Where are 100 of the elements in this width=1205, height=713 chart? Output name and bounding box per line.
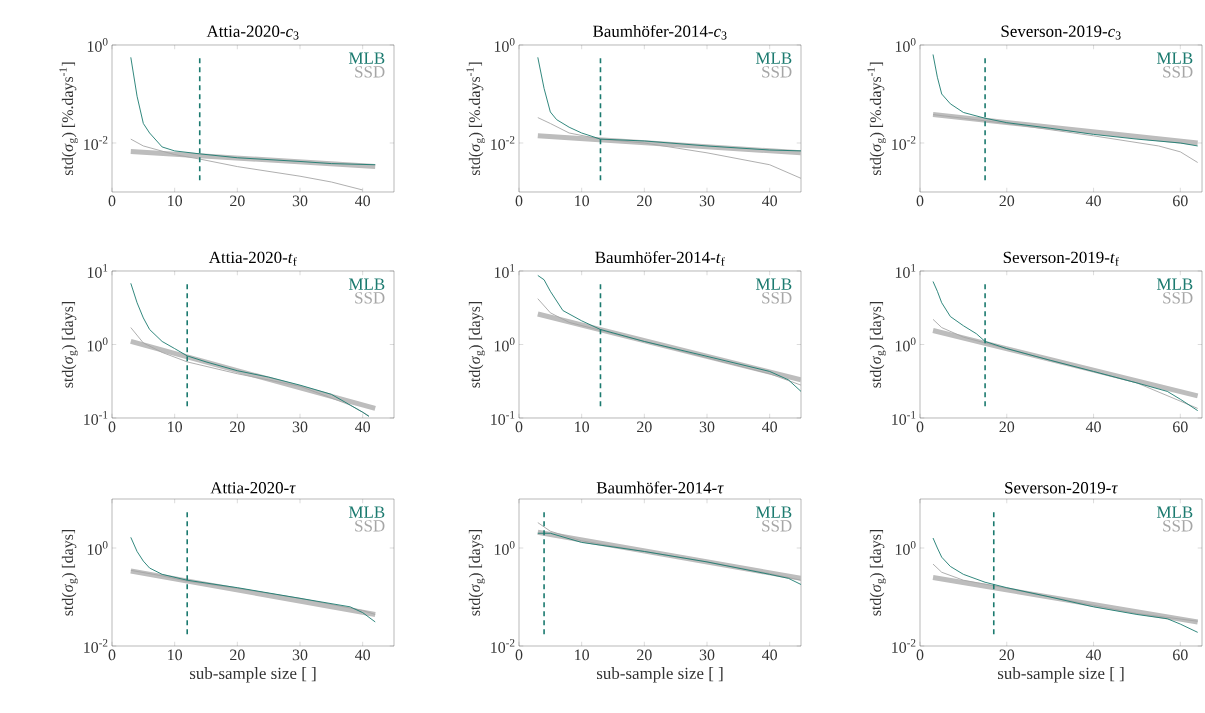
text: MLB: [1156, 506, 1193, 518]
chart-title: Baumhöfer-2014-t$_{f}$: [595, 251, 725, 266]
y-tick-label: 10$^{-1}$: [84, 411, 108, 425]
y-tick-label: 10$^{0}$: [87, 337, 108, 352]
chart-title: Severson-2019-t$_{f}$: [1003, 251, 1119, 266]
x-tick-label: 20: [637, 195, 652, 207]
y-tick-label: 10$^{1}$: [494, 264, 515, 278]
x-axis-title: sub-sample size [ ]: [596, 667, 723, 683]
x-tick-label: 20: [999, 649, 1015, 661]
text: SSD: [355, 520, 385, 532]
text: MLB: [348, 278, 385, 290]
text: SSD: [355, 292, 385, 304]
x-tick-label: 10: [575, 195, 590, 207]
y-tick-label: 10$^{-2}$: [892, 639, 916, 653]
y-tick-label: 10$^{0}$: [87, 38, 108, 52]
x-tick-label: 20: [999, 195, 1015, 207]
text: SSD: [762, 66, 792, 78]
y-tick-label: 10$^{-2}$: [84, 639, 108, 653]
y-tick-label: 10$^{0}$: [895, 38, 916, 52]
x-tick-label: 60: [1173, 195, 1188, 207]
x-tick-label: 60: [1173, 649, 1188, 661]
y-axis-title: std(σ$_{g}$) [days]: [61, 529, 78, 616]
x-tick-label: 30: [699, 649, 715, 661]
x-tick-label: 10: [575, 649, 590, 661]
y-tick-label: 10$^{1}$: [895, 264, 916, 278]
y-axis-title: std(σ$_{g}$) [%.days$^{-1}$]: [59, 62, 78, 176]
y-tick-label: 10$^{-2}$: [491, 136, 515, 150]
chart-title: Attia-2020-t$_{f}$: [208, 251, 297, 266]
x-tick-label: 40: [762, 649, 778, 661]
text: MLB: [348, 506, 385, 518]
x-tick-label: 40: [355, 649, 371, 661]
x-tick-label: 10: [575, 421, 590, 433]
x-tick-label: 40: [762, 195, 778, 207]
text: SSD: [762, 292, 792, 304]
chart-title: Attia-2020-c$_{3}$: [206, 25, 299, 40]
x-tick-label: 40: [1085, 421, 1101, 433]
chart-title: Severson-2019-c$_{3}$: [1001, 25, 1121, 40]
x-tick-label: 0: [108, 649, 116, 661]
x-tick-label: 0: [515, 649, 523, 661]
x-tick-label: 20: [230, 649, 245, 661]
x-tick-label: 0: [916, 195, 924, 207]
y-tick-label: 10$^{-2}$: [892, 136, 916, 150]
x-axis-title: sub-sample size [ ]: [189, 667, 316, 683]
y-tick-label: 10$^{1}$: [87, 264, 108, 278]
chart-title: Baumhöfer-2014-c$_{3}$: [593, 24, 727, 40]
y-tick-label: 10$^{0}$: [87, 541, 108, 555]
chart-title: Baumhöfer-2014-τ: [596, 481, 724, 494]
chart-title: Attia-2020-τ: [210, 482, 296, 494]
text: SSD: [762, 520, 792, 532]
y-axis-title: std(σ$_{g}$) [days]: [61, 301, 78, 388]
text: MLB: [755, 278, 792, 290]
x-tick-label: 30: [292, 195, 308, 207]
text: SSD: [1163, 520, 1193, 532]
x-tick-label: 30: [292, 649, 308, 661]
y-tick-label: 10$^{0}$: [494, 541, 515, 555]
y-axis-title: std(σ$_{g}$) [days]: [468, 529, 485, 616]
y-tick-label: 10$^{0}$: [494, 337, 515, 352]
text: SSD: [1163, 66, 1193, 78]
text: MLB: [1156, 52, 1193, 64]
x-tick-label: 40: [355, 421, 371, 433]
x-tick-label: 30: [699, 421, 715, 433]
x-axis-title: sub-sample size [ ]: [997, 667, 1124, 683]
x-tick-label: 20: [230, 195, 245, 207]
x-tick-label: 0: [515, 195, 523, 207]
y-axis-title: std(σ$_{g}$) [days]: [869, 529, 886, 616]
x-tick-label: 40: [1085, 195, 1101, 207]
chart-title: Severson-2019-τ: [1005, 482, 1118, 494]
y-tick-label: 10$^{-1}$: [491, 411, 515, 425]
text: MLB: [755, 52, 792, 64]
x-tick-label: 0: [916, 649, 924, 661]
x-tick-label: 20: [637, 649, 652, 661]
x-tick-label: 40: [762, 421, 778, 433]
x-tick-label: 20: [637, 421, 652, 433]
y-tick-label: 10$^{-2}$: [491, 639, 515, 653]
x-tick-label: 20: [230, 421, 245, 433]
x-tick-label: 30: [699, 195, 715, 207]
x-tick-label: 60: [1173, 421, 1188, 433]
y-tick-label: 10$^{-1}$: [892, 411, 916, 425]
x-tick-label: 0: [108, 195, 116, 207]
x-tick-label: 30: [292, 421, 308, 433]
y-axis-title: std(σ$_{g}$) [%.days$^{-1}$]: [466, 62, 485, 176]
x-tick-label: 40: [1085, 649, 1101, 661]
x-tick-label: 40: [355, 195, 371, 207]
x-tick-label: 10: [168, 649, 183, 661]
y-tick-label: 10$^{-2}$: [84, 136, 108, 150]
x-tick-label: 10: [168, 195, 183, 207]
y-tick-label: 10$^{0}$: [895, 541, 916, 555]
x-tick-label: 0: [916, 421, 924, 433]
y-axis-title: std(σ$_{g}$) [%.days$^{-1}$]: [867, 62, 886, 176]
y-tick-label: 10$^{0}$: [494, 38, 515, 52]
text: SSD: [1163, 292, 1193, 304]
y-axis-title: std(σ$_{g}$) [days]: [468, 301, 485, 388]
text: MLB: [755, 506, 792, 518]
y-axis-title: std(σ$_{g}$) [days]: [869, 301, 886, 388]
text: MLB: [1156, 278, 1193, 290]
x-tick-label: 0: [515, 421, 523, 433]
text: MLB: [348, 52, 385, 64]
x-tick-label: 0: [108, 421, 116, 433]
x-tick-label: 10: [168, 421, 183, 433]
y-tick-label: 10$^{0}$: [895, 337, 916, 352]
